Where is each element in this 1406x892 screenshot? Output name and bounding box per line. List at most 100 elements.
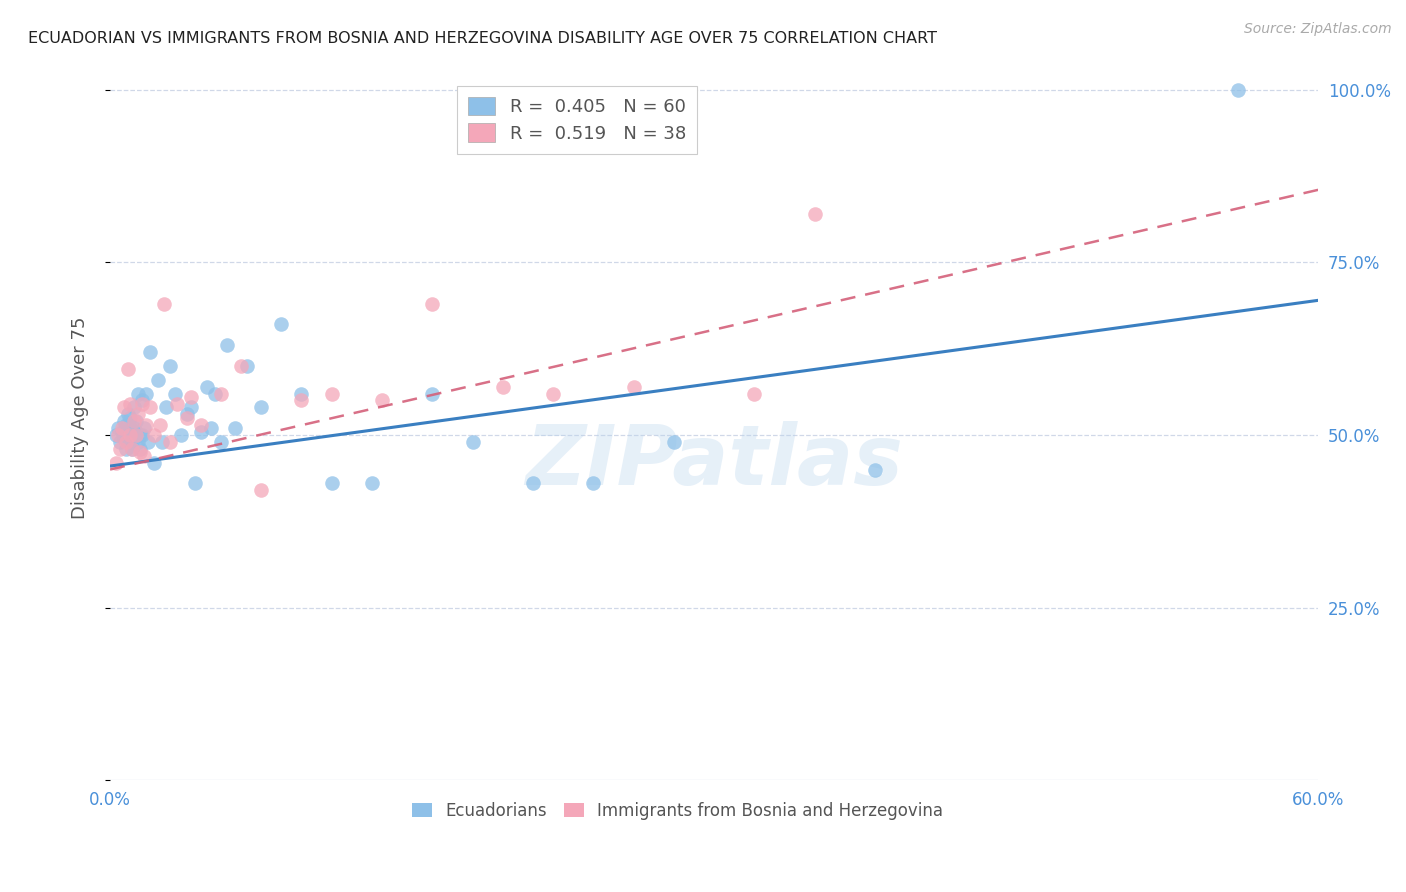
Point [135,386,157,401]
Point [461,434,484,449]
Point [138,434,160,449]
Point [108,442,131,456]
Point [111,425,134,439]
Point [120,428,142,442]
Point [180,401,202,415]
Point [148,373,170,387]
Point [122,414,145,428]
Point [117,428,139,442]
Point [190,425,212,439]
Point [121,428,143,442]
Point [159,359,181,373]
Point [139,401,162,415]
Point [209,434,232,449]
Point [127,386,149,401]
Point [120,434,142,449]
Point [153,297,176,311]
Point [865,462,887,476]
Point [250,401,273,415]
Point [127,407,149,421]
Point [139,345,162,359]
Point [270,318,292,332]
Point [215,338,238,352]
Point [125,428,148,442]
Point [121,442,143,456]
Point [105,428,128,442]
Point [420,297,443,311]
Point [112,432,135,446]
Point [236,359,259,373]
Point [127,434,149,449]
Point [129,442,152,456]
Text: Source: ZipAtlas.com: Source: ZipAtlas.com [1244,22,1392,37]
Point [115,434,138,449]
Point [143,456,166,470]
Point [159,434,181,449]
Point [623,379,645,393]
Point [152,434,174,449]
Text: ECUADORIAN VS IMMIGRANTS FROM BOSNIA AND HERZEGOVINA DISABILITY AGE OVER 75 CORR: ECUADORIAN VS IMMIGRANTS FROM BOSNIA AND… [28,31,938,46]
Point [321,386,343,401]
Point [163,386,186,401]
Point [155,401,177,415]
Point [166,397,188,411]
Point [120,397,142,411]
Point [204,386,226,401]
Point [229,359,252,373]
Point [522,476,544,491]
Point [134,449,156,463]
Point [224,421,246,435]
Point [582,476,605,491]
Point [105,456,128,470]
Point [115,442,138,456]
Point [190,417,212,432]
Point [195,379,218,393]
Point [804,207,827,221]
Point [200,421,222,435]
Point [120,410,142,425]
Point [360,476,382,491]
Legend: Ecuadorians, Immigrants from Bosnia and Herzegovina: Ecuadorians, Immigrants from Bosnia and … [406,795,950,826]
Point [121,442,143,456]
Point [125,414,148,428]
Point [744,386,766,401]
Point [420,386,443,401]
Point [129,428,152,442]
Point [122,421,145,435]
Point [117,362,139,376]
Point [135,417,157,432]
Point [115,417,138,432]
Point [112,401,135,415]
Y-axis label: Disability Age Over 75: Disability Age Over 75 [72,317,89,519]
Point [134,421,156,435]
Point [131,428,153,442]
Point [290,393,312,408]
Point [176,410,198,425]
Point [290,386,312,401]
Point [176,407,198,421]
Point [149,417,172,432]
Point [492,379,515,393]
Point [131,393,153,408]
Point [209,386,232,401]
Point [662,434,685,449]
Point [321,476,343,491]
Point [112,414,135,428]
Point [122,401,145,415]
Point [107,421,129,435]
Point [131,397,153,411]
Point [541,386,564,401]
Point [180,390,202,404]
Point [129,445,152,459]
Point [117,407,139,421]
Point [1226,83,1249,97]
Point [120,421,142,435]
Point [111,421,134,435]
Point [183,476,205,491]
Point [107,428,129,442]
Point [125,425,148,439]
Point [371,393,394,408]
Point [169,428,191,442]
Point [108,434,131,449]
Text: ZIPatlas: ZIPatlas [526,421,903,501]
